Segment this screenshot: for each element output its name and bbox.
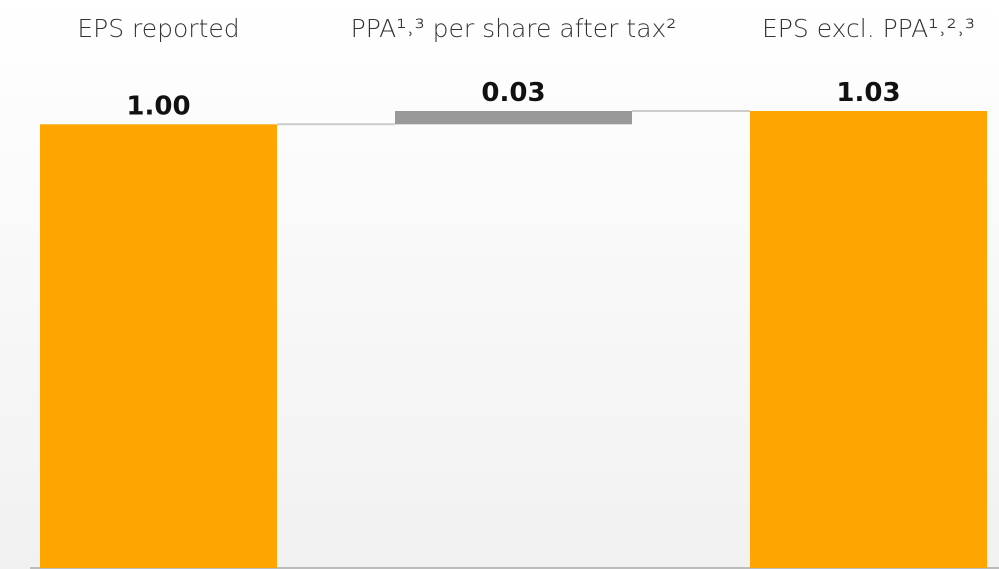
value-label: 1.03 xyxy=(836,78,900,108)
value-label: 1.00 xyxy=(126,91,190,121)
bar xyxy=(750,111,987,568)
bar xyxy=(40,124,277,569)
bar xyxy=(395,111,632,125)
value-label: 0.03 xyxy=(481,78,545,108)
x-tick-label: PPA¹˒³ per share after tax² xyxy=(351,14,677,43)
x-tick-label: EPS reported xyxy=(77,14,239,43)
x-tick-label: EPS excl. PPA¹˒²˒³ xyxy=(762,14,975,43)
